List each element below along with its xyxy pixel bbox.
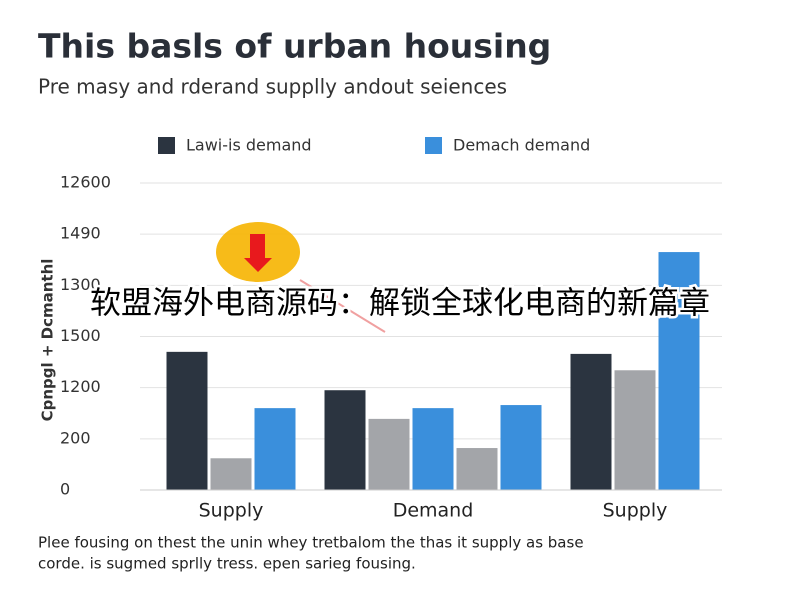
y-tick-label: 1300 xyxy=(60,275,101,294)
legend-label: Demach demand xyxy=(453,136,590,155)
y-axis-label: Cpnpgl + Dcmanthl xyxy=(39,259,57,422)
legend-swatch xyxy=(158,137,175,154)
note-line: corde. is sugmed sprlly tress. epen sari… xyxy=(38,555,416,573)
y-tick-label: 1500 xyxy=(60,326,101,345)
y-tick-label: 12600 xyxy=(60,173,111,192)
legend-label: Lawi-is demand xyxy=(186,136,312,155)
y-tick-label: 1200 xyxy=(60,377,101,396)
bar xyxy=(658,252,700,490)
note-line: Plee fousing on thest the unin whey tret… xyxy=(38,534,584,552)
chart-title: This basls of urban housing xyxy=(38,27,551,66)
bar xyxy=(254,408,296,490)
y-tick-label: 1490 xyxy=(60,224,101,243)
x-tick-label: Demand xyxy=(393,500,474,522)
bar xyxy=(570,353,612,490)
bar xyxy=(500,405,542,490)
plot: 0 200 1200 1500 1300 1490 12600 Lawi-is demand D… xyxy=(60,136,722,522)
bar xyxy=(368,418,410,490)
bar xyxy=(412,408,454,490)
overlay-text: 软盟海外电商源码：解锁全球化电商的新篇章 xyxy=(90,286,710,322)
bar xyxy=(456,448,498,490)
x-tick-label: Supply xyxy=(603,500,668,522)
legend-swatch xyxy=(425,137,442,154)
bar xyxy=(166,351,208,490)
x-tick-label: Supply xyxy=(199,500,264,522)
bar xyxy=(210,458,252,490)
y-tick-label: 0 xyxy=(60,480,70,499)
y-tick-label: 200 xyxy=(60,428,91,447)
chart-subtitle: Pre masy and rderand supplly andout seie… xyxy=(38,75,507,99)
bar xyxy=(324,390,366,490)
arrow-icon xyxy=(216,222,386,333)
bar xyxy=(614,370,656,490)
